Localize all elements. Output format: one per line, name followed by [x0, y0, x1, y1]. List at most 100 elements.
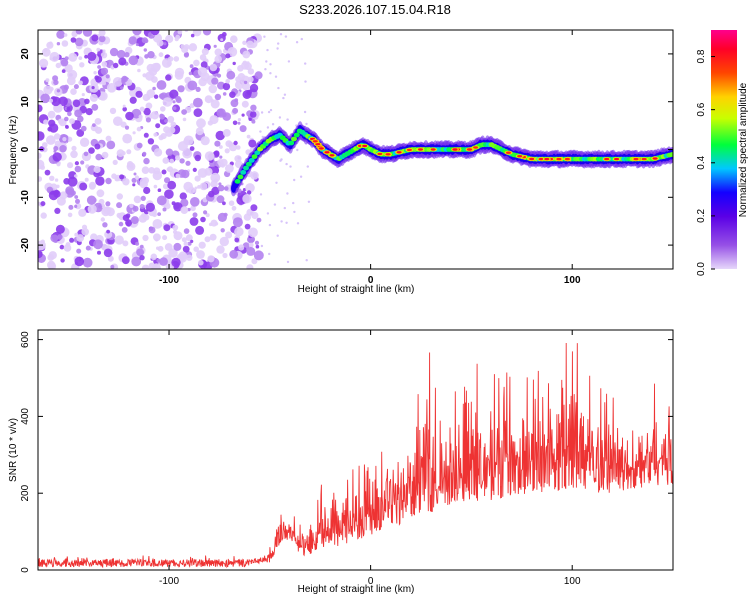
noise-blob — [80, 160, 85, 165]
noise-blob — [185, 160, 191, 166]
noise-blob — [74, 256, 85, 267]
noise-blob — [274, 75, 278, 78]
noise-blob — [145, 202, 155, 212]
noise-blob — [200, 136, 210, 146]
x-tick-label: 0 — [368, 275, 374, 286]
noise-blob — [193, 59, 200, 67]
noise-blob — [61, 40, 69, 47]
noise-blob — [79, 182, 88, 191]
noise-blob — [85, 108, 93, 116]
noise-blob — [112, 77, 123, 87]
noise-blob — [81, 93, 85, 97]
noise-blob — [66, 106, 71, 111]
noise-blob — [46, 135, 56, 145]
noise-blob — [172, 229, 178, 235]
noise-blob — [97, 250, 101, 255]
noise-blob — [204, 95, 213, 104]
noise-blob — [175, 173, 181, 179]
noise-blob — [57, 234, 63, 240]
noise-blob — [58, 96, 68, 107]
noise-blob — [131, 256, 142, 267]
noise-blob — [38, 201, 41, 206]
y-tick-label: 600 — [20, 331, 31, 348]
noise-blob — [169, 89, 179, 99]
noise-blob — [241, 100, 249, 108]
noise-blob — [201, 48, 209, 56]
noise-blob — [140, 195, 146, 201]
noise-blob — [204, 236, 211, 243]
noise-blob — [214, 222, 219, 226]
noise-blob — [203, 210, 208, 215]
noise-blob — [220, 38, 224, 42]
noise-blob — [84, 98, 90, 105]
ridge-mid — [669, 152, 673, 157]
noise-blob — [116, 49, 126, 59]
y-tick-label: 400 — [20, 408, 31, 425]
noise-blob — [277, 86, 280, 90]
noise-blob — [180, 206, 189, 215]
noise-blob — [56, 30, 65, 39]
noise-blob — [158, 93, 165, 99]
noise-blob — [156, 80, 167, 90]
noise-blob — [86, 195, 97, 205]
noise-blob — [183, 135, 194, 146]
noise-blob — [103, 248, 113, 258]
noise-blob — [186, 254, 193, 261]
noise-blob — [143, 186, 151, 195]
noise-blob — [234, 155, 242, 163]
noise-blob — [173, 202, 183, 212]
noise-blob — [153, 132, 158, 137]
noise-blob — [39, 146, 45, 152]
noise-blob — [146, 89, 156, 99]
noise-blob — [155, 123, 161, 129]
noise-blob — [246, 134, 251, 139]
noise-blob — [237, 121, 241, 125]
noise-blob — [139, 204, 145, 209]
noise-blob — [62, 137, 67, 142]
noise-blob — [205, 213, 210, 218]
noise-blob — [81, 224, 88, 230]
noise-blob — [231, 205, 237, 211]
noise-blob — [110, 264, 115, 269]
noise-blob — [78, 208, 87, 217]
noise-blob — [153, 184, 158, 189]
noise-blob — [234, 227, 244, 237]
noise-blob — [100, 67, 109, 76]
noise-blob — [78, 56, 83, 60]
noise-blob — [289, 165, 292, 168]
noise-blob — [109, 47, 119, 57]
noise-blob — [105, 135, 112, 142]
noise-blob — [49, 98, 53, 103]
noise-blob — [224, 186, 229, 191]
noise-blob — [167, 180, 177, 190]
noise-blob — [182, 117, 187, 122]
noise-blob — [216, 108, 226, 118]
noise-blob — [173, 56, 180, 62]
noise-blob — [196, 250, 205, 259]
noise-blob — [52, 75, 59, 82]
noise-blob — [222, 82, 231, 91]
noise-blob — [222, 129, 231, 137]
noise-blob — [222, 92, 227, 96]
noise-blob — [187, 241, 192, 246]
noise-blob — [202, 30, 212, 36]
noise-blob — [195, 127, 204, 136]
noise-blob — [175, 95, 182, 102]
noise-blob — [230, 99, 239, 108]
noise-blob — [158, 52, 164, 58]
noise-blob — [182, 148, 193, 159]
noise-blob — [125, 111, 134, 121]
ridge-peak — [312, 140, 318, 143]
ridge-mid — [243, 165, 249, 171]
noise-blob — [161, 169, 167, 175]
noise-blob — [304, 62, 307, 65]
noise-blob — [113, 116, 123, 126]
noise-blob — [53, 146, 59, 151]
noise-blob — [82, 30, 93, 37]
noise-blob — [198, 241, 206, 249]
noise-blob — [166, 167, 170, 171]
noise-blob — [241, 113, 245, 117]
noise-blob — [192, 212, 198, 218]
noise-blob — [168, 248, 178, 258]
y-tick-label: -20 — [20, 237, 31, 252]
